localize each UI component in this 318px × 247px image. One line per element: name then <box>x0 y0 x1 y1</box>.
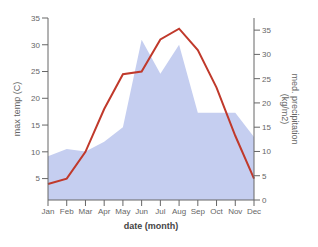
svg-text:10: 10 <box>262 147 271 156</box>
svg-text:30: 30 <box>262 50 271 59</box>
svg-text:20: 20 <box>262 99 271 108</box>
svg-text:25: 25 <box>262 75 271 84</box>
svg-text:0: 0 <box>262 196 267 205</box>
svg-text:15: 15 <box>262 123 271 132</box>
svg-text:Feb: Feb <box>60 207 74 216</box>
svg-text:max temp (C): max temp (C) <box>12 82 22 137</box>
svg-text:35: 35 <box>262 26 271 35</box>
svg-text:35: 35 <box>31 14 40 23</box>
svg-text:Mar: Mar <box>79 207 93 216</box>
svg-text:Jul: Jul <box>155 207 165 216</box>
svg-text:Nov: Nov <box>228 207 242 216</box>
svg-text:25: 25 <box>31 67 40 76</box>
svg-text:Jan: Jan <box>42 207 55 216</box>
svg-text:Apr: Apr <box>98 207 111 216</box>
svg-text:Oct: Oct <box>210 207 223 216</box>
svg-text:Aug: Aug <box>172 207 186 216</box>
svg-text:May: May <box>115 207 130 216</box>
svg-text:Jun: Jun <box>135 207 148 216</box>
svg-text:Dec: Dec <box>247 207 261 216</box>
svg-text:med. precipitation(kg/m2): med. precipitation(kg/m2) <box>280 73 300 144</box>
svg-text:20: 20 <box>31 94 40 103</box>
svg-text:30: 30 <box>31 41 40 50</box>
svg-text:Sep: Sep <box>191 207 206 216</box>
svg-text:date (month): date (month) <box>124 221 179 231</box>
svg-text:10: 10 <box>31 148 40 157</box>
svg-text:15: 15 <box>31 121 40 130</box>
svg-text:5: 5 <box>262 172 267 181</box>
svg-text:5: 5 <box>36 174 41 183</box>
